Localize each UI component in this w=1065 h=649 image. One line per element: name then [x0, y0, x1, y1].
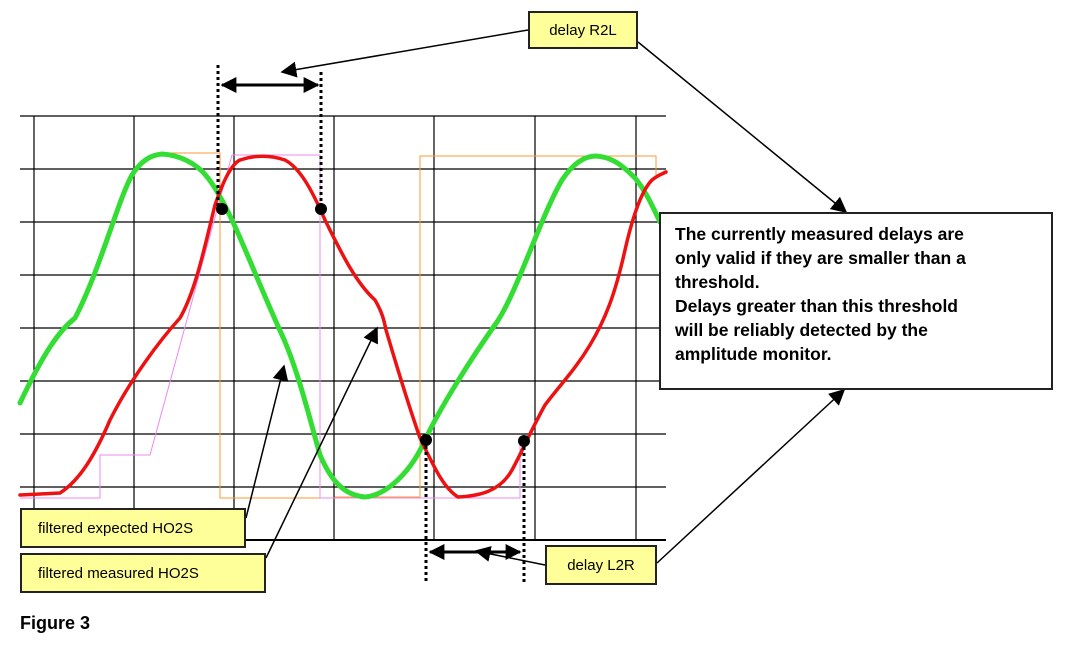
threshold-note-box: The currently measured delays are only v… [659, 212, 1053, 390]
note-line: only valid if they are smaller than a [675, 248, 966, 268]
expected-signal-curve [17, 151, 663, 500]
measured-signal-label: filtered measured HO2S [20, 553, 266, 593]
expected-signal-label: filtered expected HO2S [20, 508, 246, 548]
r2l-callout-arrow [280, 29, 529, 78]
l2r-callout-arrow [474, 546, 546, 566]
measured-step-trace [20, 154, 521, 499]
note-callout-arrow-top [637, 41, 848, 214]
crossing-dot [315, 203, 327, 215]
note-line: threshold. [675, 272, 760, 292]
note-line: Delays greater than this threshold [675, 296, 958, 316]
note-line: amplitude monitor. [675, 344, 832, 364]
measured-signal-curve [18, 154, 668, 499]
expected-callout-arrow [245, 364, 289, 519]
plot-grid [20, 115, 666, 541]
measured-callout-arrow [265, 326, 378, 559]
note-line: will be reliably detected by the [675, 320, 928, 340]
note-callout-arrow-bottom [656, 388, 846, 564]
delay-r2l-label: delay R2L [528, 11, 638, 49]
figure-caption: Figure 3 [20, 613, 91, 633]
note-line: The currently measured delays are [675, 224, 964, 244]
expected-step-trace [160, 152, 657, 499]
delay-l2r-label: delay L2R [545, 545, 657, 585]
